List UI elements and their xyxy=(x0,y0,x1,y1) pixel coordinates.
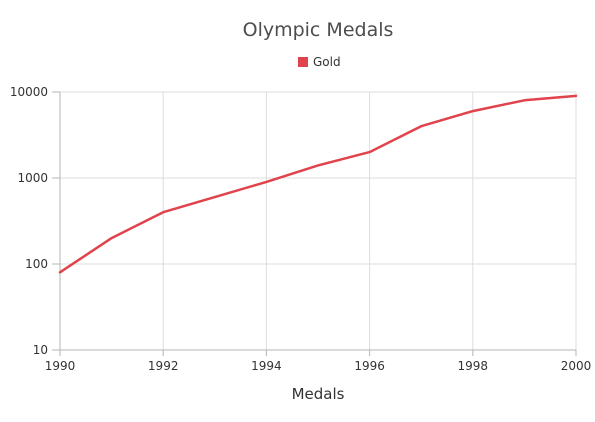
x-axis-title: Medals xyxy=(292,385,345,403)
data-point[interactable] xyxy=(57,269,63,275)
data-point[interactable] xyxy=(418,123,424,129)
data-point[interactable] xyxy=(470,108,476,114)
series-layer xyxy=(57,93,579,275)
data-point[interactable] xyxy=(212,194,218,200)
grid-lines xyxy=(59,91,577,351)
tick-labels: 10 100 1000 10000 1990 1992 1994 1996 1998 2000 xyxy=(10,85,591,373)
x-tick-label: 2000 xyxy=(561,359,592,373)
chart-title: Olympic Medals xyxy=(243,19,394,41)
y-tick-label: 100 xyxy=(25,257,48,271)
x-tick-label: 1998 xyxy=(458,359,489,373)
data-point[interactable] xyxy=(521,97,527,103)
x-tick-label: 1990 xyxy=(45,359,76,373)
y-tick-label: 10 xyxy=(33,343,48,357)
axes xyxy=(52,91,577,356)
data-point[interactable] xyxy=(573,93,579,99)
y-tick-label: 10000 xyxy=(10,85,48,99)
y-tick-label: 1000 xyxy=(17,171,48,185)
legend-swatch-gold xyxy=(298,57,308,67)
x-tick-label: 1996 xyxy=(354,359,385,373)
legend[interactable]: Gold xyxy=(298,55,341,69)
x-tick-label: 1994 xyxy=(251,359,282,373)
data-point[interactable] xyxy=(315,162,321,168)
data-point[interactable] xyxy=(109,235,115,241)
data-point[interactable] xyxy=(367,149,373,155)
data-point[interactable] xyxy=(160,209,166,215)
data-point[interactable] xyxy=(263,179,269,185)
series-line-gold[interactable] xyxy=(58,94,578,274)
x-tick-label: 1992 xyxy=(148,359,179,373)
legend-label-gold: Gold xyxy=(313,55,341,69)
